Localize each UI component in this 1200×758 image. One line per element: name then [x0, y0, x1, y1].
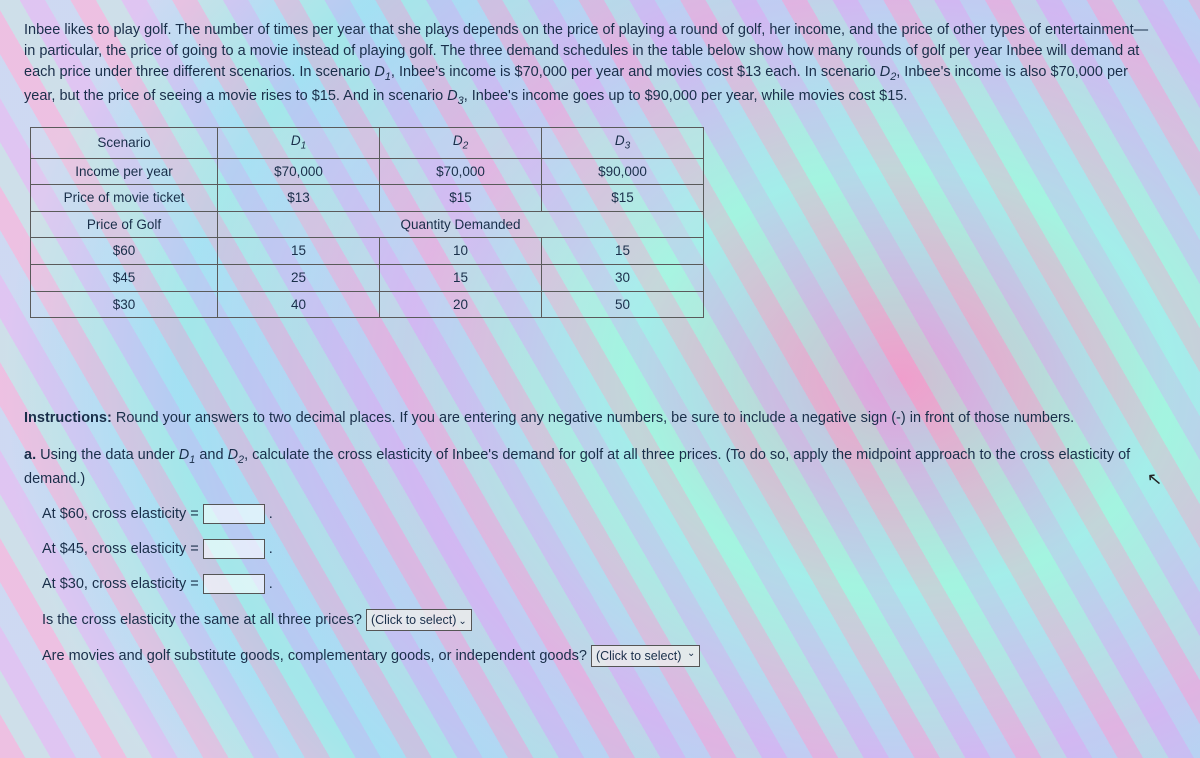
select-same-prices[interactable]: (Click to select)⌄	[366, 609, 472, 632]
price-60: $60	[31, 238, 218, 265]
header-d1: D1	[218, 128, 380, 158]
movie-d2: $15	[380, 185, 542, 212]
q-same-text: Is the cross elasticity the same at all …	[42, 612, 366, 628]
d1-symbol: D1	[374, 64, 391, 80]
a-d2-symbol: D2	[228, 447, 245, 463]
prompt-60: At $60, cross elasticity = .	[42, 504, 1176, 525]
select-placeholder: (Click to select)	[596, 649, 681, 663]
instructions-text: Round your answers to two decimal places…	[112, 410, 1074, 426]
row-golfprice-label: Price of Golf	[31, 211, 218, 238]
prompt-goods-type: Are movies and golf substitute goods, co…	[42, 645, 1176, 667]
chevron-down-icon: ⌄	[458, 616, 466, 627]
instructions-label: Instructions:	[24, 410, 112, 426]
instructions-block: Instructions: Round your answers to two …	[24, 408, 1154, 429]
income-d2: $70,000	[380, 158, 542, 185]
income-d1: $70,000	[218, 158, 380, 185]
period: .	[265, 541, 273, 557]
label-60: At $60, cross elasticity =	[42, 506, 203, 522]
input-cross-elasticity-30[interactable]	[203, 574, 265, 594]
q-30-d3: 50	[542, 291, 704, 318]
a-d1-symbol: D1	[179, 447, 196, 463]
table-row: $45 25 15 30	[31, 264, 704, 291]
q-30-d2: 20	[380, 291, 542, 318]
question-a: a. Using the data under D1 and D2, calcu…	[24, 445, 1154, 490]
problem-intro: Inbee likes to play golf. The number of …	[24, 20, 1154, 109]
prompt-same: Is the cross elasticity the same at all …	[42, 609, 1176, 632]
period: .	[265, 506, 273, 522]
q-45-d2: 15	[380, 264, 542, 291]
table-row: $60 15 10 15	[31, 238, 704, 265]
d2-symbol: D2	[880, 64, 897, 80]
label-45: At $45, cross elasticity =	[42, 541, 203, 557]
movie-d3: $15	[542, 185, 704, 212]
quantity-demanded-header: Quantity Demanded	[218, 211, 704, 238]
chevron-down-icon: ⌄	[687, 647, 695, 662]
demand-table: Scenario D1 D2 D3 Income per year $70,00…	[30, 127, 704, 318]
select-placeholder: (Click to select)	[371, 613, 456, 627]
input-cross-elasticity-45[interactable]	[203, 539, 265, 559]
q-30-d1: 40	[218, 291, 380, 318]
q-45-d3: 30	[542, 264, 704, 291]
income-d3: $90,000	[542, 158, 704, 185]
q-60-d3: 15	[542, 238, 704, 265]
cursor-icon: ↖	[1146, 465, 1163, 492]
row-income-label: Income per year	[31, 158, 218, 185]
price-30: $30	[31, 291, 218, 318]
header-d2: D2	[380, 128, 542, 158]
part-a-label: a.	[24, 447, 36, 463]
period: .	[265, 576, 273, 592]
q-goods-text: Are movies and golf substitute goods, co…	[42, 648, 591, 664]
input-cross-elasticity-60[interactable]	[203, 504, 265, 524]
table-row: $30 40 20 50	[31, 291, 704, 318]
intro-text-2: , Inbee's income is $70,000 per year and…	[391, 64, 880, 80]
q-60-d2: 10	[380, 238, 542, 265]
q-60-d1: 15	[218, 238, 380, 265]
prompt-30: At $30, cross elasticity = .	[42, 574, 1176, 595]
q-45-d1: 25	[218, 264, 380, 291]
d3-symbol: D3	[447, 88, 464, 104]
intro-text-4: , Inbee's income goes up to $90,000 per …	[464, 88, 908, 104]
header-d3: D3	[542, 128, 704, 158]
price-45: $45	[31, 264, 218, 291]
prompt-45: At $45, cross elasticity = .	[42, 539, 1176, 560]
label-30: At $30, cross elasticity =	[42, 576, 203, 592]
movie-d1: $13	[218, 185, 380, 212]
header-scenario: Scenario	[31, 128, 218, 158]
select-goods-type[interactable]: (Click to select) ⌄	[591, 645, 700, 667]
row-movie-label: Price of movie ticket	[31, 185, 218, 212]
part-a-text-1: Using the data under	[36, 447, 179, 463]
and-text: and	[195, 447, 227, 463]
